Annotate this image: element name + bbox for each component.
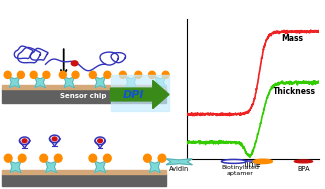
Ellipse shape (294, 160, 313, 163)
Circle shape (19, 154, 26, 162)
Polygon shape (10, 161, 21, 173)
Text: BPA: BPA (297, 166, 310, 172)
Text: Thickness: Thickness (272, 87, 316, 96)
Polygon shape (9, 77, 20, 88)
Circle shape (135, 71, 142, 78)
Text: Sensor chip: Sensor chip (59, 93, 106, 99)
Circle shape (54, 154, 62, 162)
Circle shape (89, 71, 96, 78)
Text: Mass: Mass (282, 33, 304, 43)
Circle shape (119, 71, 126, 78)
Circle shape (104, 154, 111, 162)
Circle shape (4, 71, 11, 78)
Bar (111, 75, 169, 111)
Polygon shape (95, 77, 105, 88)
Polygon shape (95, 161, 106, 173)
Bar (2, 174, 166, 186)
Ellipse shape (98, 139, 102, 143)
Circle shape (4, 154, 12, 162)
Circle shape (104, 71, 111, 78)
Polygon shape (64, 77, 74, 88)
Circle shape (162, 71, 169, 78)
Circle shape (40, 154, 47, 162)
Polygon shape (111, 80, 169, 109)
Polygon shape (166, 159, 192, 165)
Circle shape (144, 154, 151, 162)
Bar (2, 170, 166, 174)
Polygon shape (155, 77, 165, 88)
Ellipse shape (52, 137, 57, 141)
Text: DPI: DPI (123, 90, 144, 99)
Circle shape (253, 159, 272, 164)
X-axis label: Time: Time (243, 160, 262, 169)
Circle shape (158, 154, 166, 162)
Circle shape (43, 71, 50, 78)
Bar (2, 89, 166, 103)
Text: Avidin: Avidin (169, 166, 189, 172)
Polygon shape (126, 77, 136, 88)
Circle shape (149, 71, 155, 78)
Polygon shape (46, 161, 56, 173)
Bar (2, 85, 166, 89)
Circle shape (89, 154, 97, 162)
Circle shape (72, 71, 79, 78)
Ellipse shape (22, 139, 27, 143)
Ellipse shape (72, 61, 78, 66)
Polygon shape (149, 161, 160, 173)
Circle shape (18, 71, 24, 78)
Polygon shape (35, 77, 45, 88)
Text: Biotinylated
aptamer: Biotinylated aptamer (222, 165, 259, 176)
Circle shape (30, 71, 37, 78)
Circle shape (59, 71, 66, 78)
